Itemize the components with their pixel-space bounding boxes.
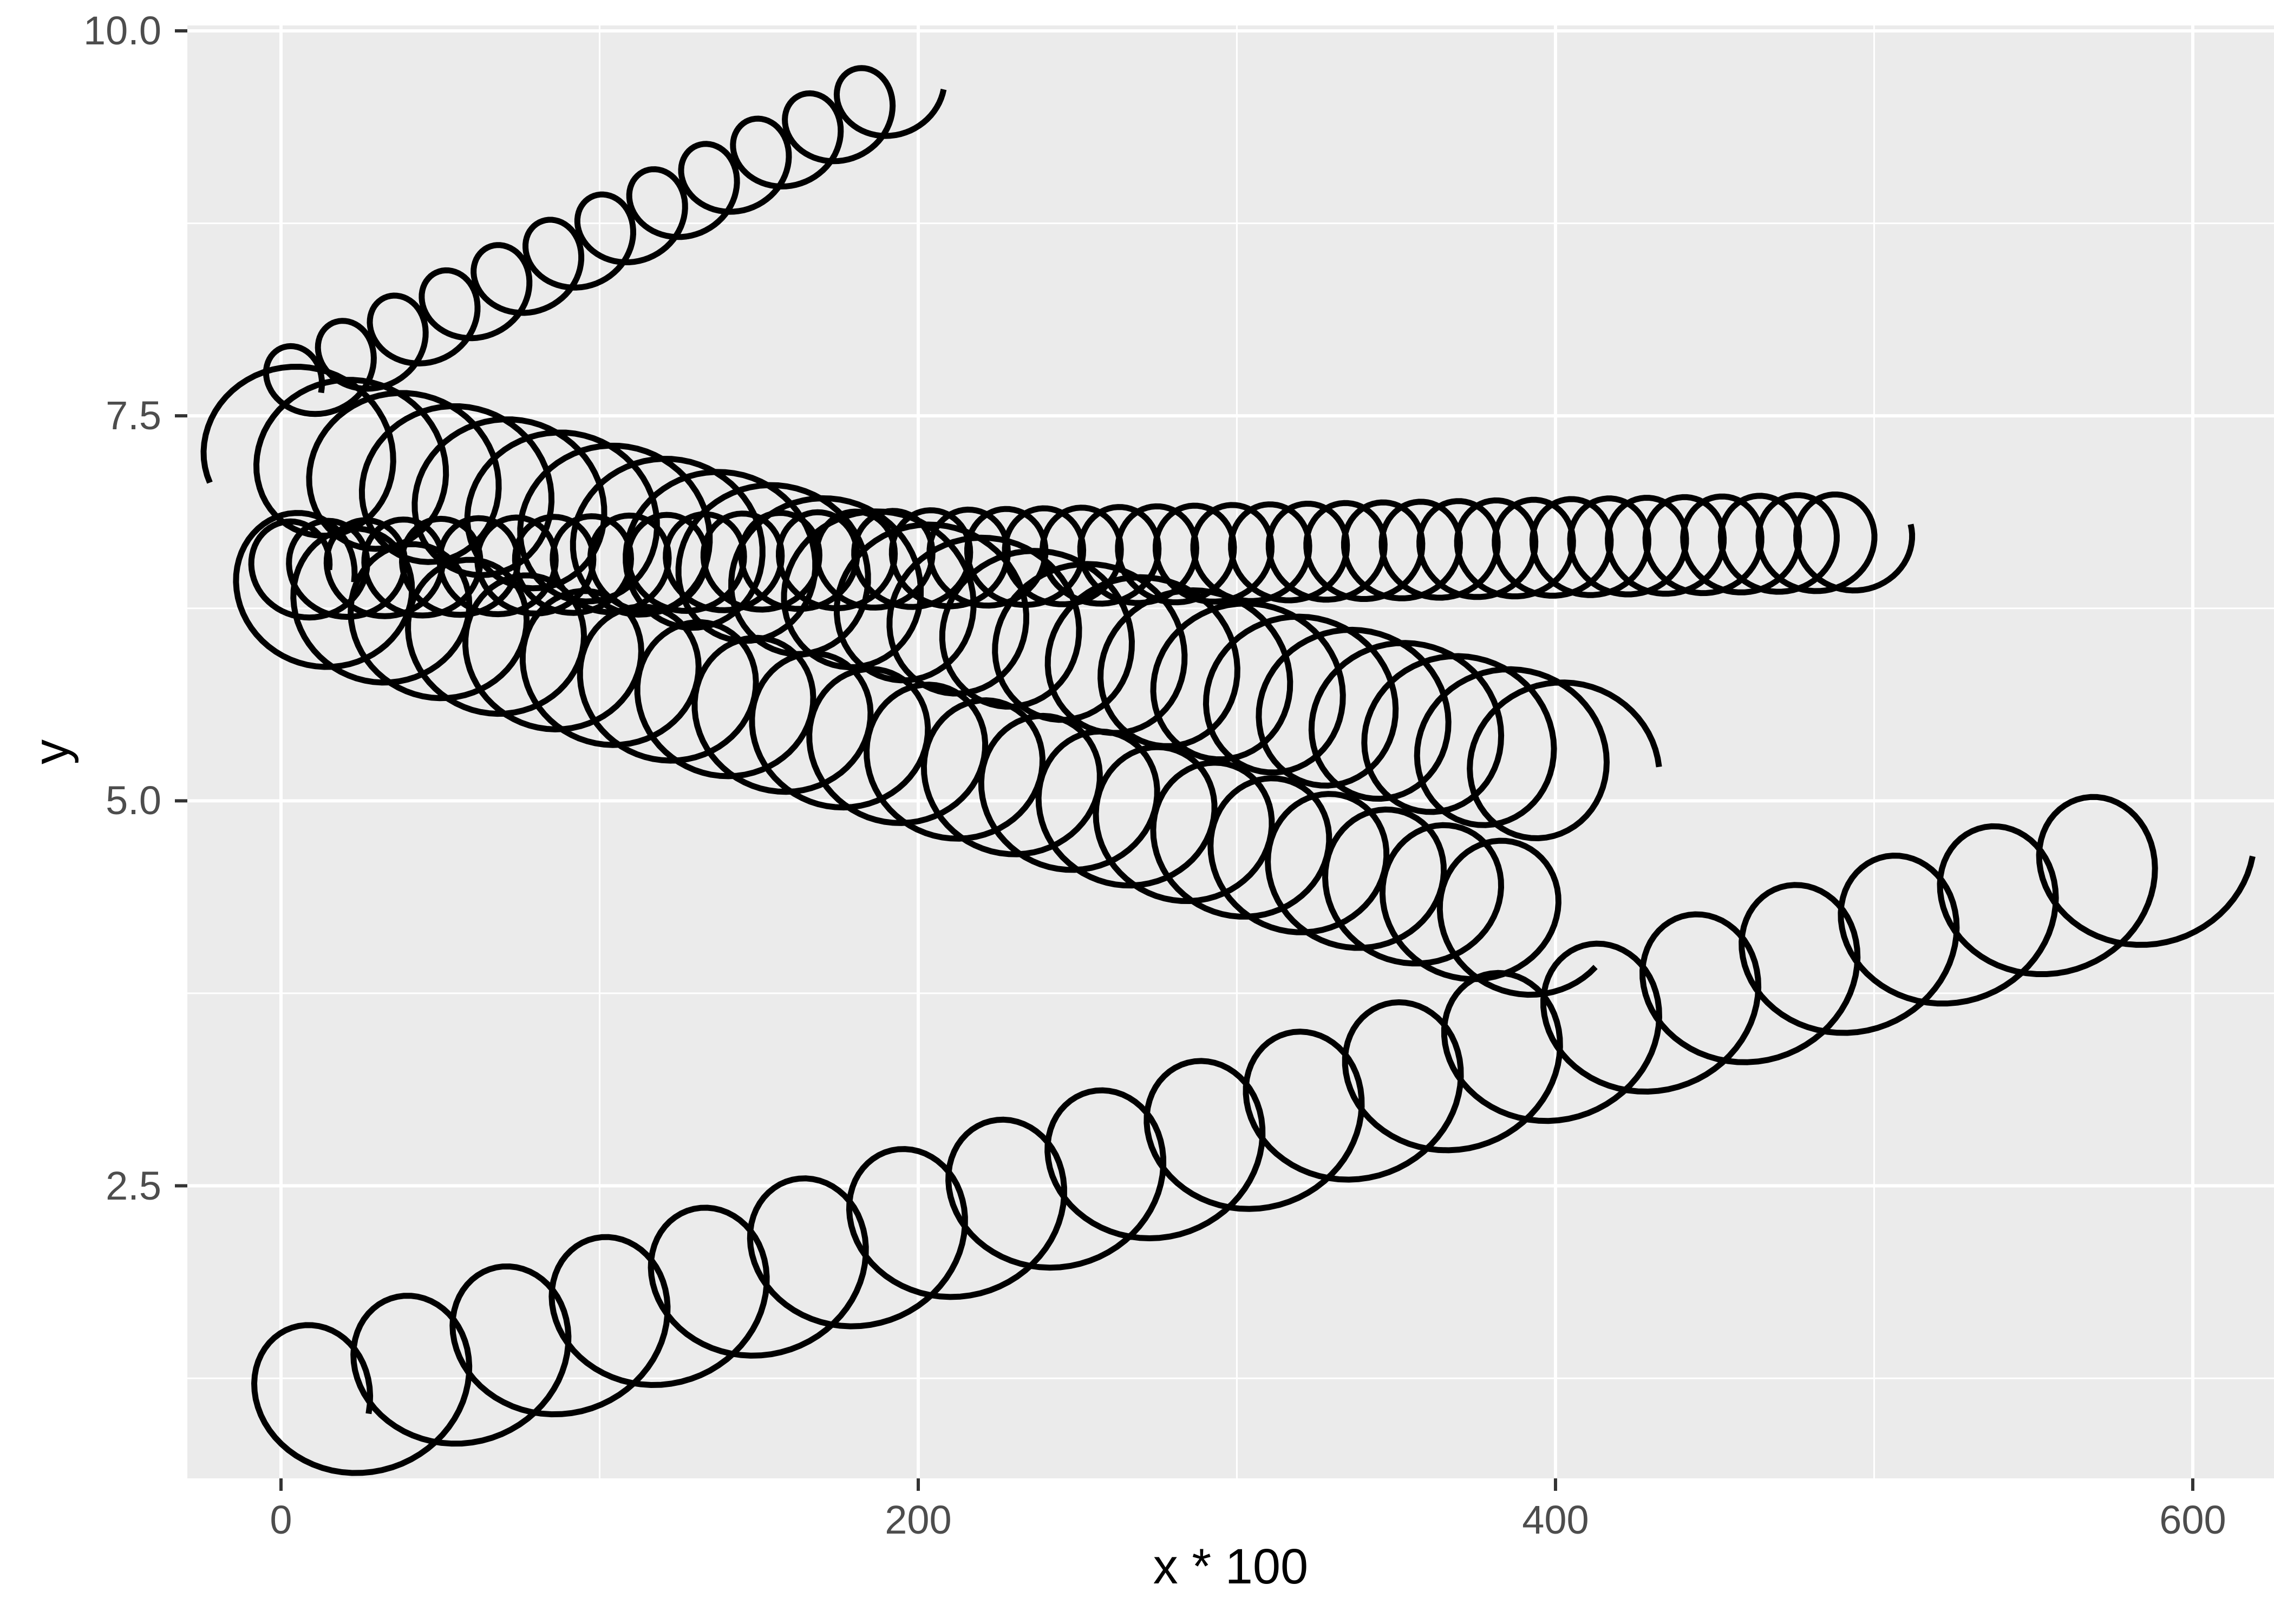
x-tick-label-600: 600	[2159, 1497, 2226, 1542]
spring-1	[263, 65, 947, 417]
x-axis-title: x * 100	[1153, 1539, 1309, 1594]
y-tick-label-7.5: 7.5	[106, 393, 161, 438]
x-tick-label-400: 400	[1522, 1497, 1589, 1542]
y-tick-label-2.5: 2.5	[106, 1163, 161, 1208]
spring-5	[251, 794, 2256, 1476]
spring-3	[200, 364, 1662, 841]
x-tick-label-200: 200	[885, 1497, 952, 1542]
spring-4	[233, 510, 1598, 998]
spring-2	[248, 492, 1916, 621]
y-tick-label-5.0: 5.0	[106, 778, 161, 823]
y-axis-title: y	[24, 739, 79, 764]
y-tick-label-10.0: 10.0	[83, 8, 161, 53]
x-tick-label-0: 0	[270, 1497, 292, 1542]
spring-layer	[200, 65, 2256, 1476]
